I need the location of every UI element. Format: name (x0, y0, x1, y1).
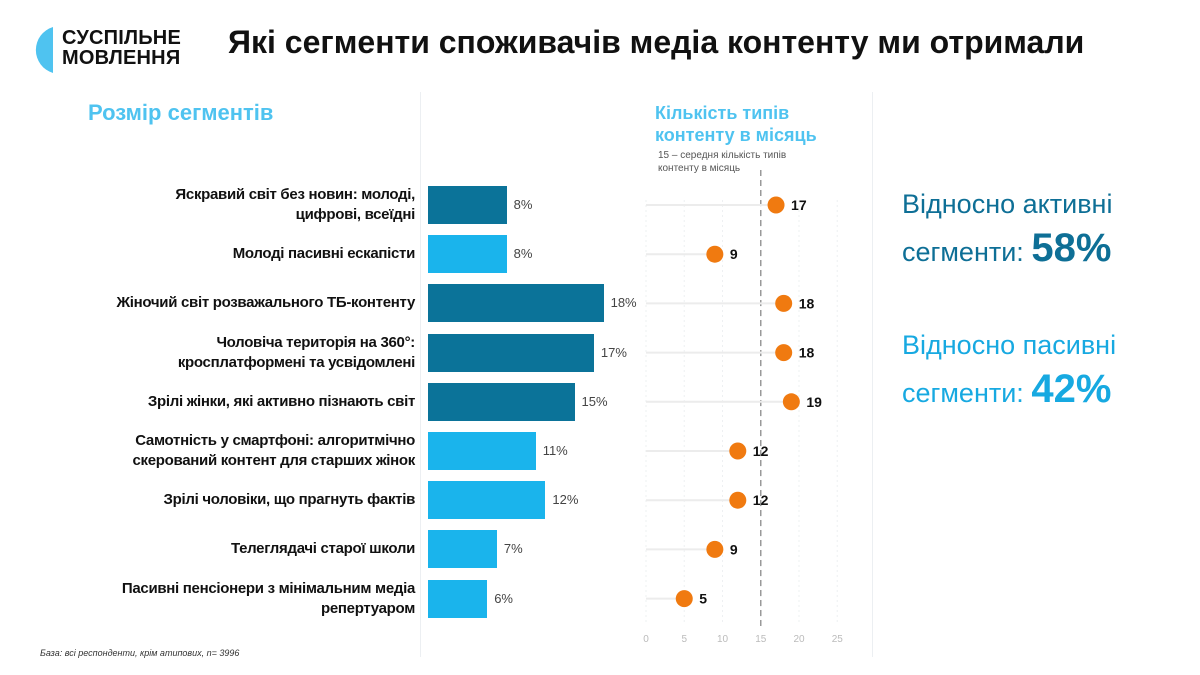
x-tick-label: 10 (717, 634, 729, 645)
data-point (729, 442, 747, 460)
content-count-chart: 0 5 10 15 20 25 17 9 18 18 19 12 12 9 5 (643, 170, 844, 645)
divider (872, 92, 873, 657)
active-summary-label: сегменти: (902, 237, 1024, 267)
x-tick-label: 25 (832, 634, 844, 645)
segment-label-line: Зрілі жінки, які активно пізнають світ (147, 392, 415, 410)
brand-name: СУСПІЛЬНЕ МОВЛЕННЯ (62, 28, 181, 68)
segment-bar (428, 382, 575, 421)
data-label: 19 (806, 394, 822, 410)
bar-value-label: 6% (494, 590, 513, 606)
segment-label-line: Чоловіча територія на 360°: (216, 333, 415, 351)
segment-label: Чоловіча територія на 360°: кросплатформе… (178, 333, 415, 373)
segment-label-line: Яскравий світ без новин: молоді, (175, 186, 415, 203)
data-point (706, 245, 724, 263)
brand-line-1: СУСПІЛЬНЕ (62, 27, 181, 49)
footnote: База: всі респонденти, крім атипових, n=… (40, 648, 240, 658)
data-label: 5 (699, 591, 707, 607)
segment-bar (428, 481, 546, 520)
data-point (767, 196, 785, 214)
segment-bar (428, 579, 488, 618)
active-summary-value: 58% (1031, 226, 1112, 270)
passive-summary-value: 42% (1031, 367, 1112, 411)
content-count-title: Кількість типів контенту в місяць (655, 102, 845, 146)
data-label: 17 (791, 197, 807, 213)
data-label: 9 (730, 541, 738, 557)
segment-label: Зрілі чоловіки, що прагнуть фактів (163, 490, 416, 510)
data-point (775, 344, 793, 362)
bar-value-label: 7% (503, 541, 523, 557)
data-point (782, 393, 800, 411)
x-tick-label: 15 (755, 634, 767, 645)
bar-value-label: 8% (513, 197, 533, 212)
segment-label: Телеглядачі старої школи (231, 539, 415, 559)
data-point (675, 590, 693, 608)
active-summary-line1: Відносно активні (902, 189, 1113, 219)
content-count-title-text: Кількість типів контенту в місяць (655, 103, 817, 145)
segment-bar (428, 235, 507, 274)
x-tick-label: 5 (681, 634, 687, 645)
passive-summary-label: сегменти: (902, 378, 1024, 408)
passive-summary-line2: сегменти: 42% (902, 367, 1116, 415)
segment-label: Молоді пасивні ескапісти (232, 244, 416, 264)
segment-bar (428, 333, 594, 372)
content-count-subtitle: 15 – середня кількість типів контенту в … (658, 150, 787, 174)
segment-label: Яскравий світ без новин: молоді, цифрові,… (175, 185, 415, 225)
segment-label-line: Жіночий світ розважального ТБ-контенту (116, 294, 416, 312)
data-label: 9 (730, 246, 738, 262)
segment-label: Зрілі жінки, які активно пізнають світ (148, 392, 415, 412)
bar-value-label: 15% (581, 393, 608, 409)
page-title: Які сегменти споживачів медіа контенту м… (228, 24, 1085, 60)
segment-label-line: цифрові, всеїдні (295, 206, 416, 223)
brand-line-2: МОВЛЕННЯ (62, 47, 181, 69)
segment-label: Пасивні пенсіонери з мінімальним медіа ре… (122, 579, 415, 619)
segment-label: Жіночий світ розважального ТБ-контенту (116, 293, 416, 313)
data-point (706, 540, 724, 558)
segment-label-line: Самотність у смартфоні: алгоритмічно (135, 432, 415, 449)
segment-bar (428, 284, 604, 323)
bar-value-label: 18% (610, 295, 637, 311)
bar-value-label: 8% (513, 246, 533, 262)
x-tick-label: 20 (793, 634, 805, 645)
data-label: 18 (799, 345, 815, 361)
segment-bar (428, 530, 497, 569)
segment-label-line: кросплатформені та усвідомлені (177, 353, 415, 371)
x-tick-label: 0 (643, 634, 649, 645)
segment-label-line: Пасивні пенсіонери з мінімальним медіа (121, 579, 415, 597)
segment-label-line: Телеглядачі старої школи (230, 540, 415, 558)
data-label: 18 (799, 295, 815, 311)
divider (420, 92, 421, 657)
segment-label-line: скерований контент для старших жінок (132, 452, 416, 469)
data-label: 12 (753, 492, 769, 508)
data-label: 12 (753, 443, 769, 459)
bar-value-label: 11% (542, 443, 568, 458)
data-point (729, 491, 747, 509)
passive-summary-line1: Відносно пасивні (902, 330, 1117, 360)
segment-label: Самотність у смартфоні: алгоритмічно скер… (132, 431, 416, 471)
segment-label-line: репертуаром (320, 599, 415, 617)
segment-label-line: Молоді пасивні ескапісти (232, 245, 416, 263)
passive-summary: Відносно пасивні сегменти: 42% (902, 323, 1116, 415)
segment-label-line: Зрілі чоловіки, що прагнуть фактів (163, 491, 416, 509)
segment-bar (428, 186, 507, 224)
bar-value-label: 17% (600, 344, 627, 360)
active-summary: Відносно активні сегменти: 58% (902, 182, 1112, 274)
data-point (775, 294, 793, 312)
logo-icon (35, 27, 53, 73)
segment-bar (428, 432, 536, 470)
segment-size-title: Розмір сегментів (88, 100, 274, 125)
bar-value-label: 12% (552, 492, 579, 508)
active-summary-line2: сегменти: 58% (902, 226, 1112, 274)
